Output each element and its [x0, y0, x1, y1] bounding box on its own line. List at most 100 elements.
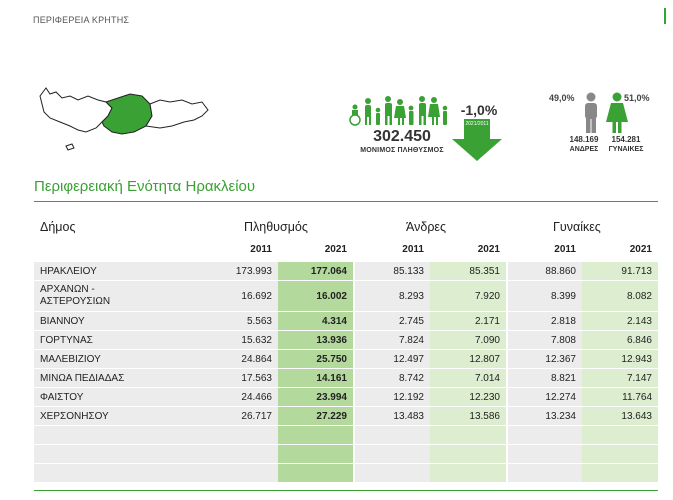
population-2021-cell: [278, 425, 353, 445]
table-body: ΗΡΑΚΛΕΙΟΥ 173.993 177.064 85.133 85.351 88.86…: [34, 262, 658, 483]
men-2011-cell: 13.483: [355, 406, 430, 426]
year-women-2011: 2011: [554, 244, 576, 255]
women-2021-cell: 11.764: [582, 387, 658, 407]
population-2011-cell: 17.563: [164, 368, 278, 388]
women-percentage: 51,0%: [624, 93, 650, 103]
population-2021-cell: 14.161: [278, 368, 353, 388]
men-2021-cell: [430, 425, 506, 445]
men-2021-cell: [430, 444, 506, 464]
men-2011-cell: 8.742: [355, 368, 430, 388]
population-2021-cell: [278, 444, 353, 464]
column-gap: [353, 262, 355, 281]
population-2011-cell: [164, 425, 278, 445]
men-2011-cell: 8.293: [355, 280, 430, 312]
column-gap: [506, 425, 508, 445]
population-2011-cell: 5.563: [164, 311, 278, 331]
population-2011-cell: [164, 463, 278, 483]
table-row: ΗΡΑΚΛΕΙΟΥ 173.993 177.064 85.133 85.351 88.86…: [34, 262, 658, 281]
women-2021-cell: [582, 463, 658, 483]
municipality-cell: ΦΑΙΣΤΟΥ: [34, 387, 164, 407]
men-2021-cell: 7.920: [430, 280, 506, 312]
women-2011-cell: 2.818: [508, 311, 582, 331]
column-gap: [353, 387, 355, 407]
down-arrow-icon: [452, 119, 502, 161]
women-2011-cell: 88.860: [508, 262, 582, 281]
section-divider: [34, 201, 658, 202]
men-2021-cell: 2.171: [430, 311, 506, 331]
col-header-women: Γυναίκες: [553, 220, 601, 234]
table-row: ΒΙΑΝΝΟΥ 5.563 4.314 2.745 2.171 2.818 2.143: [34, 311, 658, 331]
column-gap: [353, 425, 355, 445]
population-2021-cell: 27.229: [278, 406, 353, 426]
women-2011-cell: 12.367: [508, 349, 582, 369]
crete-east-outline: [145, 99, 209, 129]
section-title: Περιφερειακή Ενότητα Ηρακλείου: [34, 178, 256, 195]
population-2011-cell: 26.717: [164, 406, 278, 426]
men-2021-cell: 12.807: [430, 349, 506, 369]
women-2011-cell: 8.821: [508, 368, 582, 388]
population-2011-cell: 24.864: [164, 349, 278, 369]
year-pop-2021: 2021: [324, 244, 347, 255]
municipality-cell: [34, 425, 164, 445]
column-gap: [506, 330, 508, 350]
women-2021-cell: 91.713: [582, 262, 658, 281]
women-2011-cell: [508, 425, 582, 445]
population-2021-cell: 16.002: [278, 280, 353, 312]
table-row: ΜΙΝΩΑ ΠΕΔΙΑΔΑΣ 17.563 14.161 8.742 7.014 8.82…: [34, 368, 658, 388]
men-2011-cell: 12.497: [355, 349, 430, 369]
column-gap: [506, 387, 508, 407]
population-2021-cell: 4.314: [278, 311, 353, 331]
population-table: ΗΡΑΚΛΕΙΟΥ 173.993 177.064 85.133 85.351 88.86…: [34, 262, 658, 483]
women-2011-cell: 7.808: [508, 330, 582, 350]
women-2011-cell: [508, 444, 582, 464]
table-row: ΦΑΙΣΤΟΥ 24.466 23.994 12.192 12.230 12.274 11.…: [34, 387, 658, 407]
women-2021-cell: 13.643: [582, 406, 658, 426]
women-2021-cell: 6.846: [582, 330, 658, 350]
col-header-population: Πληθυσμός: [244, 220, 308, 234]
women-count: 154.281: [611, 135, 641, 144]
crete-map-icon: [39, 87, 209, 151]
men-2021-cell: 7.090: [430, 330, 506, 350]
women-2011-cell: [508, 463, 582, 483]
women-2021-cell: [582, 444, 658, 464]
table-row: ΓΟΡΤΥΝΑΣ 15.632 13.936 7.824 7.090 7.808 6.846: [34, 330, 658, 350]
crete-heraklion-region: [101, 93, 153, 135]
year-men-2011: 2011: [402, 244, 424, 255]
municipality-cell: [34, 444, 164, 464]
column-gap: [506, 444, 508, 464]
table-row-empty: [34, 444, 658, 464]
year-women-2021: 2021: [629, 244, 652, 255]
column-gap: [353, 280, 355, 312]
bottom-divider: [34, 490, 658, 491]
women-2021-cell: 8.082: [582, 280, 658, 312]
municipality-cell: [34, 463, 164, 483]
men-2011-cell: 2.745: [355, 311, 430, 331]
women-2011-cell: 12.274: [508, 387, 582, 407]
women-2011-cell: 13.234: [508, 406, 582, 426]
table-row-empty: [34, 425, 658, 445]
crete-islet: [65, 143, 75, 151]
population-2011-cell: [164, 444, 278, 464]
men-2021-cell: 85.351: [430, 262, 506, 281]
municipality-cell: ΓΟΡΤΥΝΑΣ: [34, 330, 164, 350]
population-total: 302.450: [373, 128, 431, 145]
municipality-cell: ΧΕΡΣΟΝΗΣΟΥ: [34, 406, 164, 426]
population-2011-cell: 16.692: [164, 280, 278, 312]
men-2011-cell: 12.192: [355, 387, 430, 407]
col-header-men: Άνδρες: [406, 220, 447, 234]
municipality-cell: ΜΙΝΩΑ ΠΕΔΙΑΔΑΣ: [34, 368, 164, 388]
region-label: ΠΕΡΙΦΕΡΕΙΑ ΚΡΗΤΗΣ: [33, 15, 130, 25]
column-gap: [353, 368, 355, 388]
women-2021-cell: [582, 425, 658, 445]
men-2011-cell: [355, 444, 430, 464]
family-group-icon: [349, 96, 448, 126]
table-row: ΧΕΡΣΟΝΗΣΟΥ 26.717 27.229 13.483 13.586 13.234…: [34, 406, 658, 426]
column-gap: [506, 349, 508, 369]
change-period-note: 2021/2011: [465, 121, 489, 127]
men-2011-cell: [355, 425, 430, 445]
municipality-cell: ΒΙΑΝΝΟΥ: [34, 311, 164, 331]
column-gap: [506, 280, 508, 312]
column-gap: [506, 368, 508, 388]
population-label: ΜΟΝΙΜΟΣ ΠΛΗΘΥΣΜΟΣ: [360, 147, 444, 154]
population-2011-cell: 24.466: [164, 387, 278, 407]
